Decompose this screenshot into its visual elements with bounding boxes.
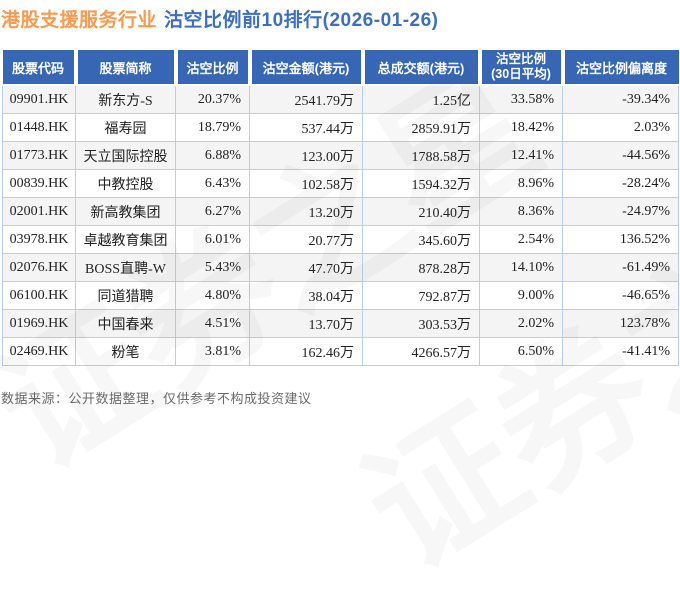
turnover-cell: 1594.32万: [362, 169, 480, 198]
stock-name-cell: 福寿园: [75, 113, 176, 142]
deviation-cell: -61.49%: [562, 253, 679, 282]
short-ratio-cell: 18.79%: [175, 113, 250, 142]
avg30-ratio-cell: 2.02%: [479, 309, 563, 338]
table-row: 02076.HK BOSS直聘-W 5.43% 47.70万 878.28万 14.10%…: [2, 253, 679, 282]
short-amount-cell: 13.70万: [249, 309, 363, 338]
short-amount-cell: 102.58万: [249, 169, 363, 198]
deviation-cell: 136.52%: [562, 225, 679, 254]
stock-code-cell: 01969.HK: [2, 309, 76, 338]
table-body: 09901.HK 新东方-S 20.37% 2541.79万 1.25亿 33.58% -3…: [2, 84, 679, 366]
short-ratio-cell: 20.37%: [175, 84, 250, 114]
short-amount-cell: 123.00万: [249, 141, 363, 170]
avg30-ratio-cell: 12.41%: [479, 141, 563, 170]
stock-code-cell: 03978.HK: [2, 225, 76, 254]
column-header-short-amount: 沽空金额(港元): [247, 50, 363, 86]
title-ranking: 沽空比例前10排行(2026-01-26): [164, 10, 439, 31]
column-header-turnover: 总成交额(港元): [360, 50, 480, 86]
stock-name-cell: 中教控股: [75, 169, 176, 198]
table-row: 02001.HK 新高教集团 6.27% 13.20万 210.40万 8.36% -24.…: [2, 197, 679, 226]
turnover-cell: 878.28万: [362, 253, 480, 282]
deviation-cell: -28.24%: [562, 169, 679, 198]
short-amount-cell: 2541.79万: [249, 84, 363, 114]
stock-code-cell: 00839.HK: [2, 169, 76, 198]
short-ratio-cell: 6.27%: [175, 197, 250, 226]
title-industry: 港股支援服务行业: [1, 10, 158, 31]
stock-name-cell: 新高教集团: [75, 197, 176, 226]
deviation-cell: -44.56%: [562, 141, 679, 170]
short-amount-cell: 162.46万: [249, 337, 363, 366]
avg30-ratio-cell: 8.36%: [479, 197, 563, 226]
turnover-cell: 303.53万: [362, 309, 480, 338]
short-ratio-cell: 6.43%: [175, 169, 250, 198]
column-header-deviation: 沽空比例偏离度: [560, 50, 679, 86]
short-ratio-ranking-table: 股票代码 股票简称 沽空比例 沽空金额(港元) 总成交额(港元) 沽空比例 (3…: [2, 50, 679, 366]
short-ratio-cell: 6.88%: [175, 141, 250, 170]
short-ratio-cell: 5.43%: [175, 253, 250, 282]
deviation-cell: -46.65%: [562, 281, 679, 310]
turnover-cell: 345.60万: [362, 225, 480, 254]
avg30-ratio-cell: 14.10%: [479, 253, 563, 282]
deviation-cell: -39.34%: [562, 84, 679, 114]
table-row: 02469.HK 粉笔 3.81% 162.46万 4266.57万 6.50% -41.4…: [2, 337, 679, 366]
table-row: 01773.HK 天立国际控股 6.88% 123.00万 1788.58万 12.41%…: [2, 141, 679, 170]
stock-name-cell: BOSS直聘-W: [75, 253, 176, 282]
short-ratio-cell: 6.01%: [175, 225, 250, 254]
stock-code-cell: 02469.HK: [2, 337, 76, 366]
avg30-ratio-cell: 8.96%: [479, 169, 563, 198]
deviation-cell: 123.78%: [562, 309, 679, 338]
stock-code-cell: 01773.HK: [2, 141, 76, 170]
avg30-ratio-cell: 2.54%: [479, 225, 563, 254]
page: { "title": { "industry": "港股支援服务行业", "ra…: [1, 5, 679, 406]
stock-name-cell: 天立国际控股: [75, 141, 176, 170]
table-header-row: 股票代码 股票简称 沽空比例 沽空金额(港元) 总成交额(港元) 沽空比例 (3…: [2, 50, 679, 86]
short-ratio-cell: 4.51%: [175, 309, 250, 338]
table-row: 00839.HK 中教控股 6.43% 102.58万 1594.32万 8.96% -28…: [2, 169, 679, 198]
deviation-cell: -41.41%: [562, 337, 679, 366]
stock-name-cell: 中国春来: [75, 309, 176, 338]
short-amount-cell: 20.77万: [249, 225, 363, 254]
column-header-stock-name: 股票简称: [73, 50, 176, 86]
stock-name-cell: 卓越教育集团: [75, 225, 176, 254]
turnover-cell: 792.87万: [362, 281, 480, 310]
stock-code-cell: 01448.HK: [2, 113, 76, 142]
table-header: 股票代码 股票简称 沽空比例 沽空金额(港元) 总成交额(港元) 沽空比例 (3…: [2, 50, 679, 86]
deviation-cell: 2.03%: [562, 113, 679, 142]
avg30-ratio-cell: 6.50%: [479, 337, 563, 366]
short-ratio-cell: 4.80%: [175, 281, 250, 310]
turnover-cell: 210.40万: [362, 197, 480, 226]
stock-code-cell: 09901.HK: [2, 84, 76, 114]
column-header-avg30-ratio: 沽空比例 (30日平均): [477, 50, 563, 86]
table-row: 03978.HK 卓越教育集团 6.01% 20.77万 345.60万 2.54% 136…: [2, 225, 679, 254]
table-row: 01969.HK 中国春来 4.51% 13.70万 303.53万 2.02% 123.7…: [2, 309, 679, 338]
turnover-cell: 1788.58万: [362, 141, 480, 170]
turnover-cell: 1.25亿: [362, 84, 480, 114]
short-ratio-cell: 3.81%: [175, 337, 250, 366]
short-amount-cell: 38.04万: [249, 281, 363, 310]
page-title: 港股支援服务行业 沽空比例前10排行(2026-01-26): [1, 5, 439, 32]
column-header-stock-code: 股票代码: [2, 50, 76, 86]
avg30-ratio-cell: 9.00%: [479, 281, 563, 310]
avg30-ratio-cell: 33.58%: [479, 84, 563, 114]
short-amount-cell: 537.44万: [249, 113, 363, 142]
stock-name-cell: 粉笔: [75, 337, 176, 366]
table-row: 06100.HK 同道猎聘 4.80% 38.04万 792.87万 9.00% -46.6…: [2, 281, 679, 310]
turnover-cell: 4266.57万: [362, 337, 480, 366]
avg30-ratio-cell: 18.42%: [479, 113, 563, 142]
stock-code-cell: 06100.HK: [2, 281, 76, 310]
table-row: 01448.HK 福寿园 18.79% 537.44万 2859.91万 18.42% 2.…: [2, 113, 679, 142]
deviation-cell: -24.97%: [562, 197, 679, 226]
turnover-cell: 2859.91万: [362, 113, 480, 142]
stock-name-cell: 新东方-S: [75, 84, 176, 114]
table-row: 09901.HK 新东方-S 20.37% 2541.79万 1.25亿 33.58% -3…: [2, 84, 679, 114]
column-header-short-ratio: 沽空比例: [173, 50, 250, 86]
stock-name-cell: 同道猎聘: [75, 281, 176, 310]
short-amount-cell: 47.70万: [249, 253, 363, 282]
short-amount-cell: 13.20万: [249, 197, 363, 226]
data-source-note: 数据来源：公开数据整理，仅供参考不构成投资建议: [1, 391, 312, 406]
stock-code-cell: 02001.HK: [2, 197, 76, 226]
stock-code-cell: 02076.HK: [2, 253, 76, 282]
